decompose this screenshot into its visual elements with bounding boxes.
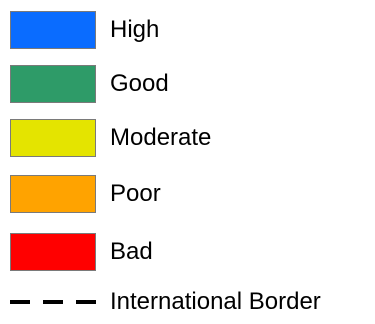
legend-item-international-border: International Border [10,282,321,322]
legend-swatch-high [10,11,96,49]
legend-label-moderate: Moderate [110,124,212,151]
legend-item-high: High [10,10,159,50]
legend-label-good: Good [110,70,169,97]
legend-swatch-good [10,65,96,103]
dash-segment [76,300,96,304]
dashed-line-icon [10,283,96,321]
legend-swatch-moderate [10,119,96,157]
dash-segment [43,300,63,304]
legend-swatch-bad [10,233,96,271]
legend-label-international-border: International Border [110,288,321,315]
dash-segment [10,300,30,304]
legend-item-good: Good [10,64,169,104]
legend-label-high: High [110,16,160,43]
legend-label-bad: Bad [110,238,153,265]
legend-item-poor: Poor [10,174,161,214]
legend-item-bad: Bad [10,232,153,272]
legend-label-poor: Poor [110,180,161,207]
legend-item-moderate: Moderate [10,118,211,158]
legend-swatch-poor [10,175,96,213]
